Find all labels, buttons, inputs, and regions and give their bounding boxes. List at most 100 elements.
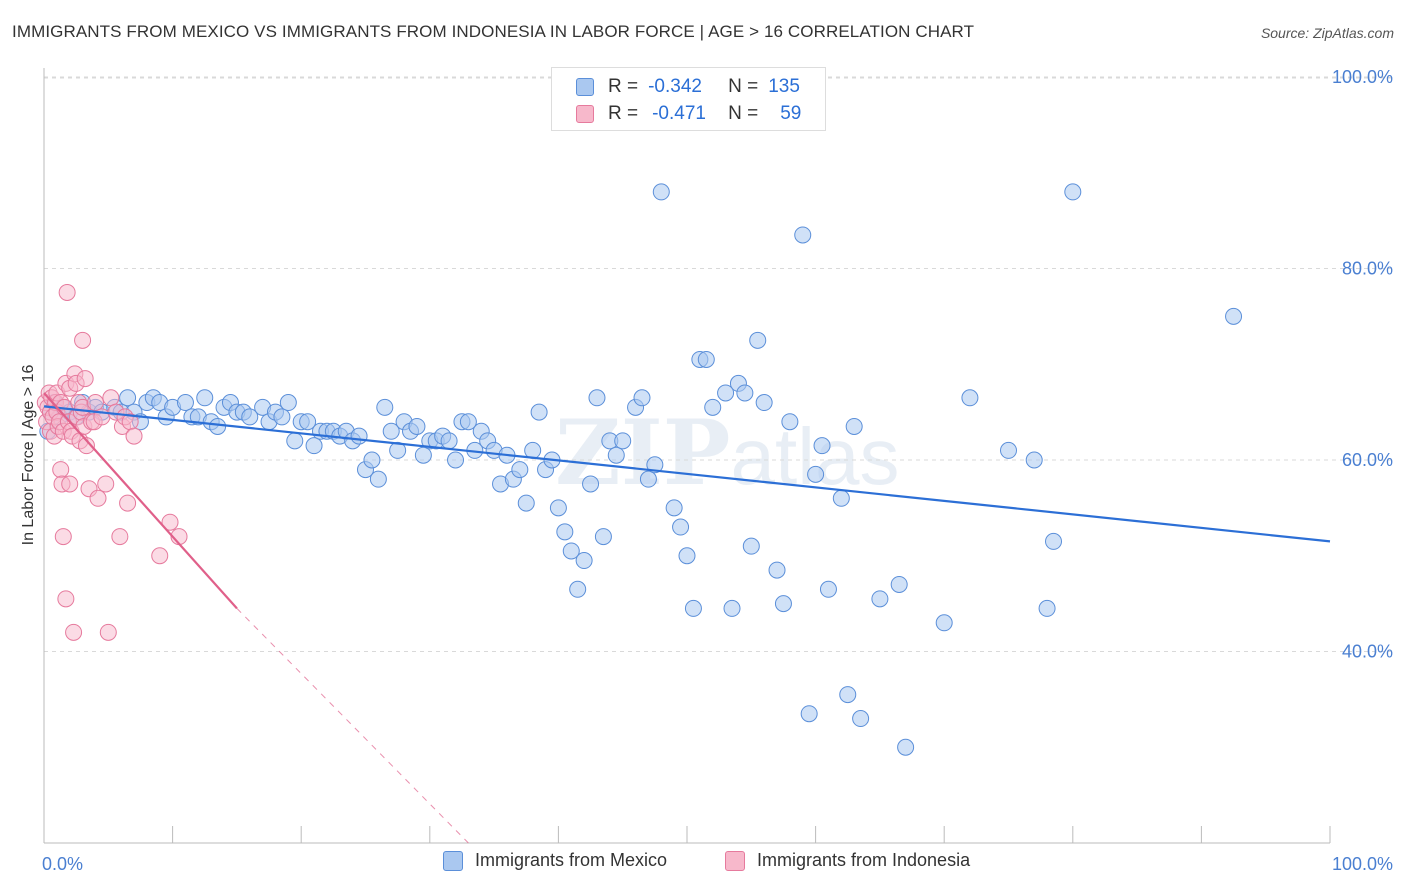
mexico-point <box>575 552 593 570</box>
mexico-point <box>723 599 741 617</box>
mexico-point <box>588 389 606 407</box>
mexico-point <box>813 437 831 455</box>
mexico-point <box>652 183 670 201</box>
indonesia-point <box>76 370 94 388</box>
mexico-point <box>305 437 323 455</box>
mexico-point <box>774 595 792 613</box>
indonesia-point <box>161 513 179 531</box>
legend-label-mexico: Immigrants from Mexico <box>475 850 668 870</box>
r-label: R = <box>608 76 639 97</box>
mexico-point <box>119 389 137 407</box>
legend-label-indonesia: Immigrants from Indonesia <box>757 850 971 870</box>
y-tick-label: 40.0% <box>1342 642 1393 662</box>
r-label: R = <box>608 103 639 124</box>
indonesia-point <box>151 547 169 565</box>
mexico-point <box>286 432 304 450</box>
n-value-mexico: 135 <box>768 76 800 97</box>
mexico-point <box>742 537 760 555</box>
mexico-point <box>697 350 715 368</box>
legend-item-indonesia[interactable]: Immigrants from Indonesia <box>725 850 970 871</box>
mexico-point <box>582 475 600 493</box>
indonesia-point <box>89 489 107 507</box>
stats-row-indonesia: R = -0.471 N = 59 <box>552 101 801 127</box>
indonesia-point <box>77 437 95 455</box>
mexico-point <box>414 446 432 464</box>
mexico-point <box>717 384 735 402</box>
mexico-point <box>209 417 227 435</box>
indonesia-point <box>125 427 143 445</box>
mexico-point <box>935 614 953 632</box>
r-value-indonesia: -0.471 <box>652 103 706 124</box>
stats-legend: R = -0.342 N = 135 R = -0.471 N = 59 <box>551 67 826 131</box>
series-mexico-points <box>39 183 1243 756</box>
mexico-point <box>569 580 587 598</box>
indonesia-point <box>111 528 129 546</box>
mexico-point <box>845 417 863 435</box>
legend-item-mexico[interactable]: Immigrants from Mexico <box>443 850 667 871</box>
mexico-point <box>684 599 702 617</box>
mexico-point <box>807 465 825 483</box>
mexico-point <box>1000 441 1017 459</box>
mexico-point <box>1045 532 1063 550</box>
mexico-point <box>839 686 857 704</box>
series-indonesia-points <box>36 283 188 641</box>
mexico-point <box>639 470 657 488</box>
indonesia-point <box>61 475 79 493</box>
mexico-point <box>299 413 317 431</box>
indonesia-point <box>97 475 115 493</box>
mexico-point <box>961 389 979 407</box>
grid-lines <box>44 76 1392 652</box>
indonesia-point <box>74 331 92 349</box>
y-tick-label: 100.0% <box>1332 67 1393 87</box>
mexico-point <box>749 331 767 349</box>
series-legend: Immigrants from Mexico Immigrants from I… <box>0 850 1406 878</box>
mexico-point <box>819 580 837 598</box>
mexico-point <box>594 528 612 546</box>
mexico-point <box>794 226 812 244</box>
indonesia-point <box>102 389 120 407</box>
mexico-point <box>350 427 368 445</box>
indonesia-point <box>57 590 75 608</box>
indonesia-trend-extension <box>236 608 469 844</box>
mexico-point <box>614 432 632 450</box>
mexico-point <box>646 456 664 474</box>
mexico-point <box>549 499 567 517</box>
mexico-point <box>678 547 696 565</box>
n-label: N = <box>728 76 759 97</box>
mexico-point <box>556 523 574 541</box>
chart-title: IMMIGRANTS FROM MEXICO VS IMMIGRANTS FRO… <box>12 22 975 41</box>
r-value-mexico: -0.342 <box>648 76 702 97</box>
mexico-point <box>633 389 651 407</box>
indonesia-point <box>99 623 117 641</box>
mexico-point <box>781 413 799 431</box>
trend-lines <box>43 392 1331 844</box>
mexico-point <box>176 394 194 412</box>
indonesia-point <box>58 283 76 301</box>
mexico-point <box>890 575 908 593</box>
mexico-point <box>1025 451 1043 469</box>
tick-labels: 40.0% 60.0% 80.0% 100.0% 0.0% 100.0% <box>42 67 1393 874</box>
mexico-point <box>768 561 786 579</box>
mexico-point <box>363 451 381 469</box>
mexico-point <box>736 384 754 402</box>
mexico-point <box>832 489 850 507</box>
mexico-point <box>459 413 477 431</box>
x-tick-label-start: 0.0% <box>42 854 83 874</box>
mexico-point <box>665 499 683 517</box>
mexico-trend-line <box>43 405 1331 543</box>
indonesia-point <box>65 623 83 641</box>
mexico-point <box>1225 307 1243 325</box>
axes <box>43 68 1331 844</box>
mexico-point <box>376 398 394 416</box>
mexico-point <box>871 590 889 608</box>
mexico-point <box>1064 183 1082 201</box>
indonesia-point <box>54 528 72 546</box>
n-label: N = <box>728 103 759 124</box>
mexico-point <box>241 408 259 426</box>
indonesia-swatch <box>576 105 594 123</box>
mexico-point <box>897 738 915 756</box>
stats-row-mexico: R = -0.342 N = 135 <box>552 74 800 100</box>
mexico-point <box>672 518 690 536</box>
mexico-point <box>517 494 535 512</box>
